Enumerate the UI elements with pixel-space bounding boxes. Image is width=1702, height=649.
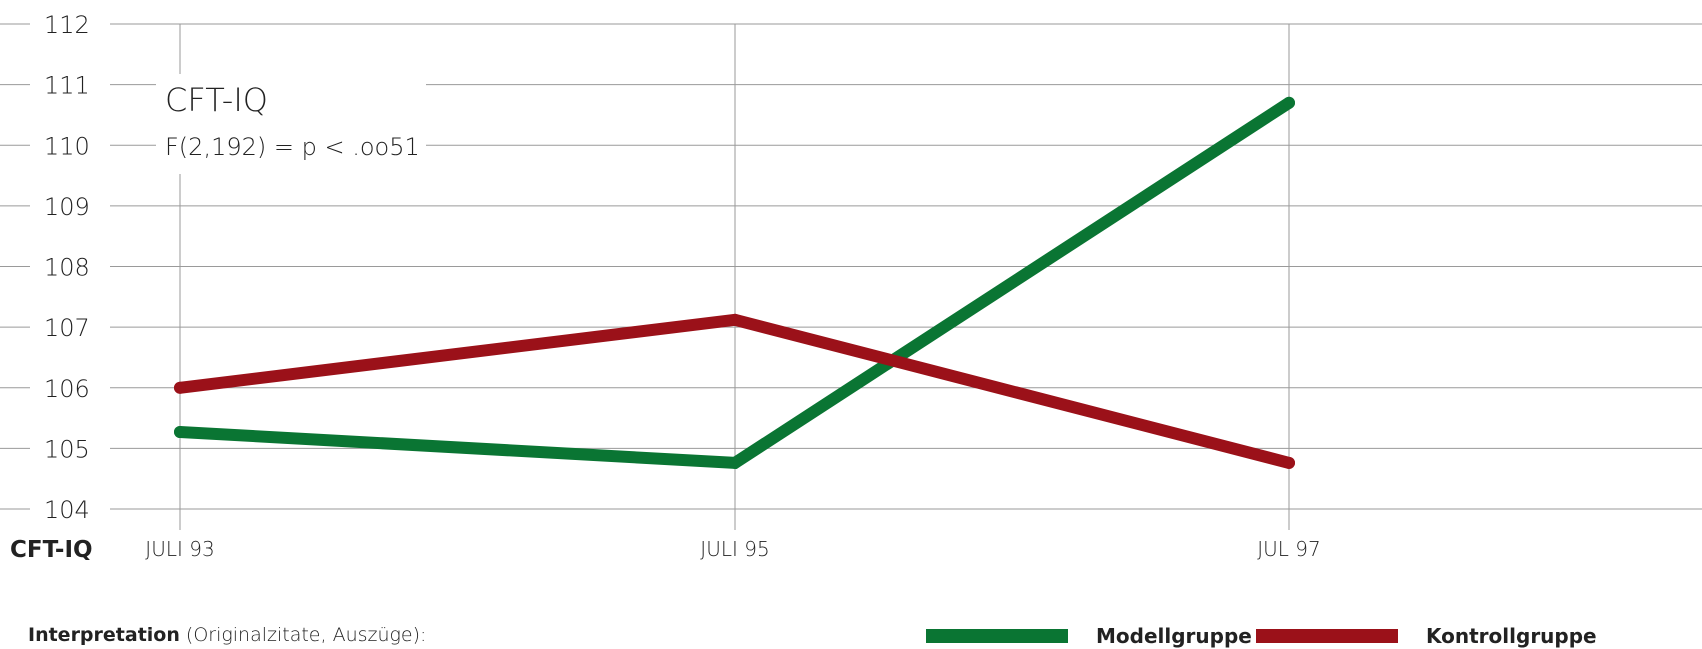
legend-swatch-modellgruppe	[926, 629, 1068, 643]
x-tick-labels: JULI 93 JULI 95 JUL 97	[145, 537, 1320, 560]
legend-item-kontrollgruppe: Kontrollgruppe	[1256, 623, 1597, 649]
y-tick-label: 110	[44, 132, 90, 160]
interpretation-label: Interpretation	[28, 624, 180, 646]
y-tick-label: 108	[44, 254, 90, 282]
legend-swatch-kontrollgruppe	[1256, 629, 1398, 643]
interpretation-text: Interpretation (Originalzitate, Auszüge)…	[28, 624, 426, 646]
chart-title: CFT-IQ	[165, 81, 268, 119]
data-point-kontrollgruppe	[174, 381, 186, 394]
y-tick-label: 112	[44, 11, 90, 39]
legend-item-modellgruppe: Modellgruppe	[926, 623, 1252, 649]
y-tick-label: 111	[44, 72, 90, 100]
chart-subtitle: F(2,192) = p < .oo51	[165, 133, 420, 161]
x-tick-label: JULI 93	[145, 537, 214, 560]
y-tick-label: 107	[44, 314, 90, 342]
x-tick-label: JUL 97	[1257, 537, 1321, 560]
title-background	[156, 74, 426, 174]
y-axis-label: CFT-IQ	[10, 537, 93, 560]
data-point-modellgruppe	[729, 456, 741, 469]
y-tick-label: 105	[44, 435, 90, 463]
data-point-modellgruppe	[174, 426, 186, 439]
interpretation-rest: (Originalzitate, Auszüge):	[179, 624, 427, 646]
legend-label-kontrollgruppe: Kontrollgruppe	[1426, 624, 1597, 648]
data-point-modellgruppe	[1283, 96, 1295, 109]
y-tick-label: 106	[44, 375, 90, 403]
data-point-kontrollgruppe	[1283, 456, 1295, 469]
y-tick-label: 109	[44, 193, 90, 221]
footer: Interpretation (Originalzitate, Auszüge)…	[0, 610, 1702, 649]
y-tick-labels: 104 105 106 107 108 109 110 111 112	[44, 11, 90, 524]
y-tick-label: 104	[44, 496, 90, 524]
series-lines	[174, 96, 1295, 469]
data-point-kontrollgruppe	[729, 313, 741, 326]
x-tick-label: JULI 95	[700, 537, 769, 560]
legend-label-modellgruppe: Modellgruppe	[1096, 624, 1252, 648]
